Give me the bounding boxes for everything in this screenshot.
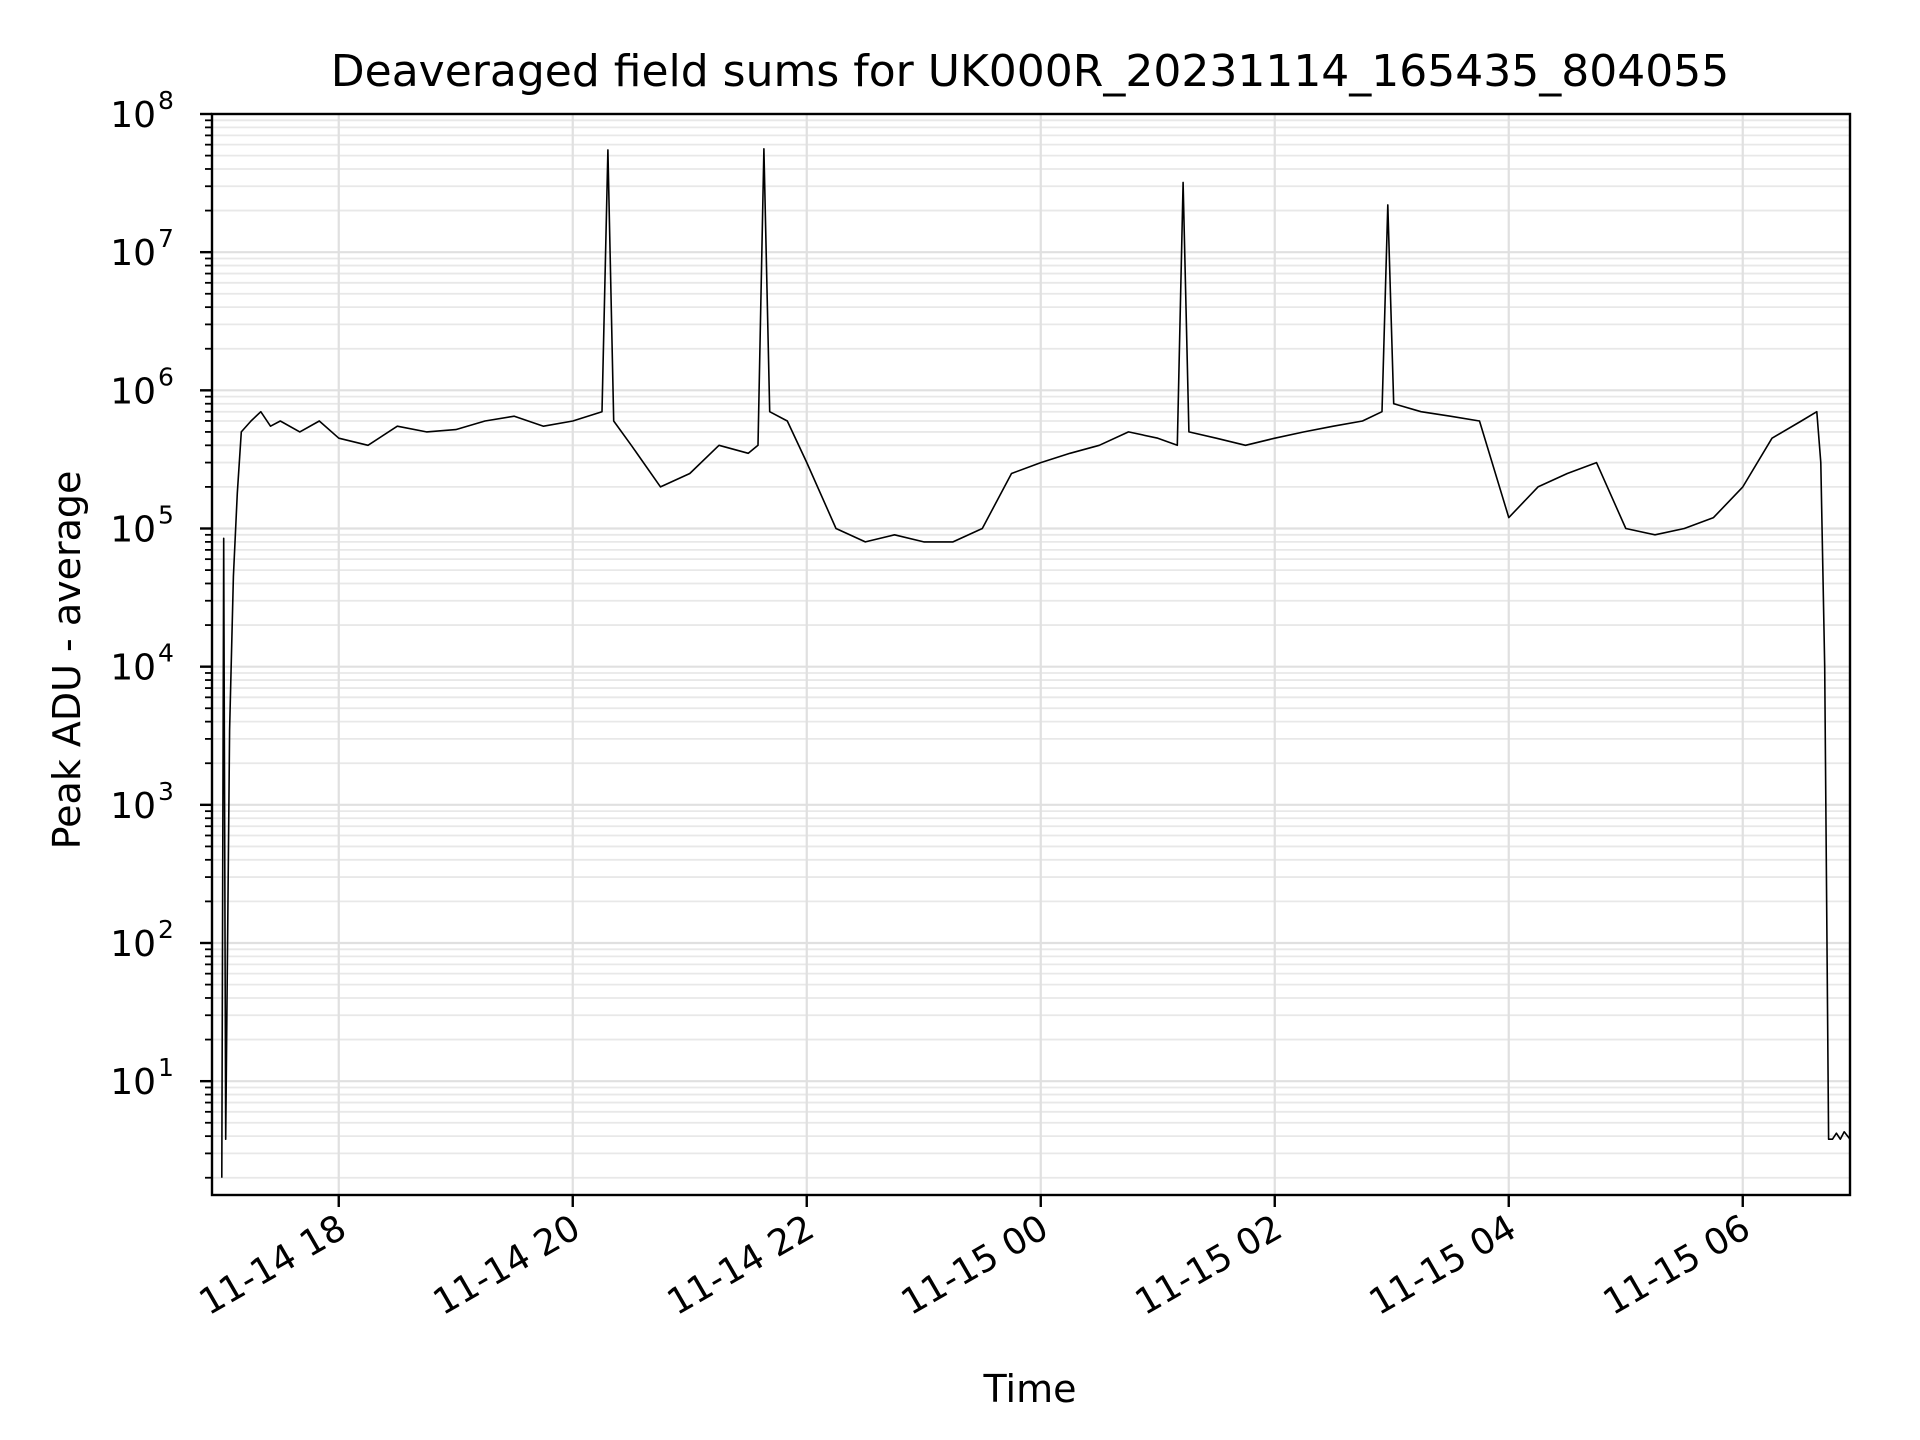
y-tick-label-exponent: 5: [158, 500, 174, 529]
y-tick-label-exponent: 2: [158, 915, 174, 944]
y-tick-label: 10: [110, 95, 156, 136]
y-tick-label: 10: [110, 509, 156, 550]
y-tick-label: 10: [110, 786, 156, 827]
y-tick-label: 10: [110, 371, 156, 412]
y-tick-label: 10: [110, 233, 156, 274]
grid: [212, 112, 1850, 1195]
y-tick-label: 10: [110, 648, 156, 689]
x-axis-label: Time: [983, 1367, 1077, 1411]
y-axis-label: Peak ADU - average: [45, 471, 89, 850]
chart-title: Deaveraged field sums for UK000R_2023111…: [331, 46, 1729, 97]
y-tick-label: 10: [110, 1062, 156, 1103]
y-tick-label-exponent: 8: [158, 86, 174, 115]
series-layer: [221, 148, 1851, 1178]
plot-area: [210, 112, 1852, 1197]
series-line: [221, 148, 1851, 1178]
y-tick-label-exponent: 6: [158, 362, 174, 391]
y-tick-label: 10: [110, 924, 156, 965]
y-tick-label-exponent: 1: [158, 1053, 174, 1082]
y-tick-label-exponent: 7: [158, 224, 174, 253]
y-tick-label-exponent: 4: [158, 639, 174, 668]
y-tick-label-exponent: 3: [158, 777, 174, 806]
